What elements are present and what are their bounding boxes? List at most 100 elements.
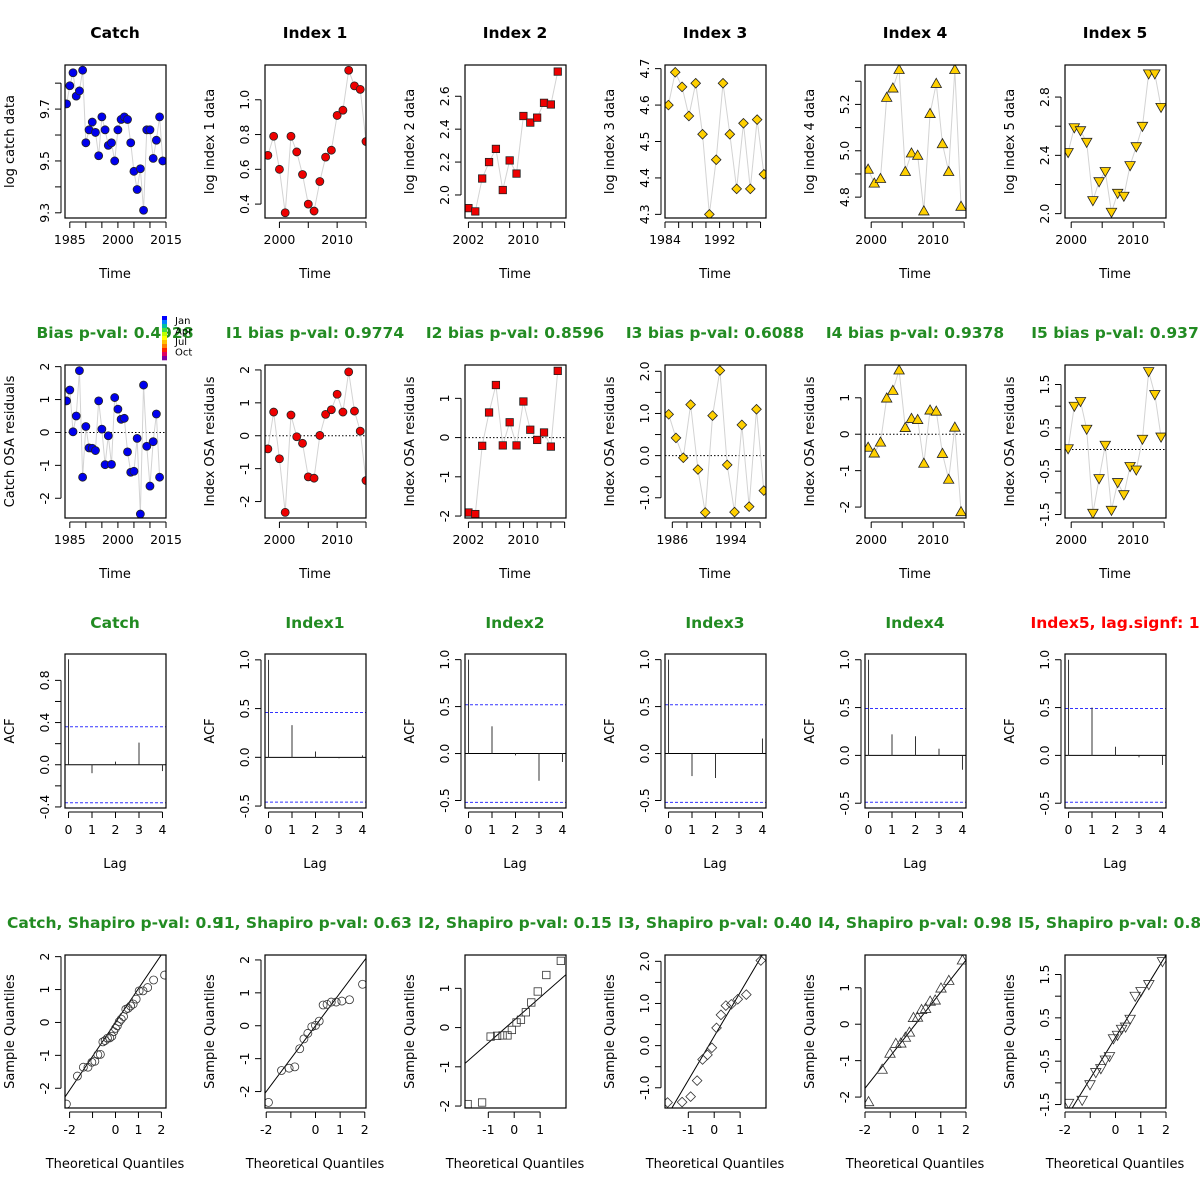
data-point: [1142, 367, 1155, 378]
series-connector-line: [867, 69, 962, 212]
legend-month-label: Jan: [174, 316, 190, 327]
x-axis-label: Theoretical Quantiles: [245, 1157, 385, 1172]
data-point: [107, 138, 116, 148]
data-point: [132, 185, 142, 194]
y-tick-label: 0.5: [1037, 418, 1052, 438]
data-point: [113, 125, 123, 135]
x-tick-label: 2: [361, 1122, 369, 1137]
qq-point: [521, 1008, 530, 1017]
panel-title: I5, Shapiro p-val: 0.84: [1018, 914, 1200, 932]
x-tick-label: -2: [63, 1122, 75, 1137]
data-point: [91, 446, 100, 455]
x-axis-label: Theoretical Quantiles: [1045, 1157, 1185, 1172]
data-point: [355, 426, 365, 436]
qq-point: [1103, 1052, 1116, 1063]
data-point: [91, 128, 100, 137]
data-point: [899, 165, 912, 176]
plot-area: [65, 659, 166, 804]
plot-area: [265, 367, 366, 517]
data-point: [100, 125, 110, 135]
data-point: [669, 66, 681, 78]
qq-point: [516, 1015, 526, 1024]
data-point: [135, 509, 145, 518]
y-tick-label: 0.5: [437, 697, 452, 717]
y-tick-label: 1.0: [837, 650, 852, 670]
x-tick-label: 3: [535, 822, 543, 837]
plot-frame: [464, 364, 567, 519]
x-tick-label: 4: [1159, 822, 1167, 837]
data-point: [955, 505, 966, 517]
y-tick-label: 0: [37, 1018, 52, 1026]
data-point: [758, 485, 766, 496]
data-point: [512, 441, 521, 450]
qq-point: [542, 970, 551, 980]
panel-acf-1: Index1 0 1 2 3 4 Lag -0.5 0.0 0.5 1.0 ACF: [203, 614, 367, 872]
data-point: [553, 67, 562, 76]
legend-color-swatch: [162, 344, 167, 349]
x-tick-label: 4: [159, 822, 167, 837]
data-point: [744, 183, 756, 195]
data-point: [1080, 424, 1093, 436]
data-point: [119, 413, 129, 423]
data-point: [498, 185, 507, 195]
y-axis-label: log index 3 data: [603, 89, 618, 194]
series-connector-line: [267, 70, 366, 213]
legend-color-swatch: [162, 316, 167, 321]
data-point: [471, 207, 480, 216]
qq-point: [956, 955, 966, 965]
qq-point: [1076, 1095, 1089, 1107]
qq-point: [865, 1095, 875, 1107]
qq-point: [503, 1031, 512, 1040]
x-tick-label: 1: [736, 1122, 744, 1137]
data-point: [321, 152, 330, 162]
data-point: [326, 405, 336, 415]
y-axis-label: Sample Quantiles: [203, 974, 218, 1089]
panel-title: Index3: [685, 614, 744, 632]
data-point: [505, 418, 514, 427]
x-tick-label: 1: [88, 822, 96, 837]
panel-data-1: Index 1 2000 2010 Time 0.4 0.6 0.8 1.0 log index…: [203, 24, 367, 282]
data-point: [75, 86, 84, 96]
data-point: [738, 117, 749, 129]
x-tick-label: 2010: [507, 232, 539, 247]
y-axis-label: Sample Quantiles: [3, 974, 18, 1089]
plot-frame: [1064, 64, 1167, 219]
data-point: [286, 410, 296, 420]
data-point: [309, 206, 319, 216]
panel-acf-0: Catch 0 1 2 3 4 Lag -0.4 0.0 0.4 0.8 ACF: [3, 614, 167, 872]
x-tick-label: 2: [112, 822, 120, 837]
qq-point: [131, 994, 141, 1004]
y-axis-label: ACF: [1003, 718, 1018, 743]
data-point: [155, 112, 164, 122]
data-point: [1068, 401, 1081, 413]
qq-point: [715, 1009, 727, 1021]
data-point: [1130, 142, 1143, 153]
x-tick-label: -1: [682, 1122, 694, 1137]
data-point: [65, 396, 72, 406]
y-axis-label: log index 5 data: [1003, 89, 1018, 194]
data-point: [868, 447, 881, 458]
y-tick-label: 0.8: [37, 670, 52, 690]
y-tick-label: -1: [837, 464, 852, 476]
qq-point: [498, 1031, 507, 1040]
y-tick-label: 0.6: [237, 159, 252, 179]
data-point: [1130, 465, 1143, 476]
y-tick-label: -2: [437, 510, 452, 522]
y-tick-label: -1: [237, 1052, 252, 1064]
data-point: [139, 205, 148, 215]
data-point: [68, 427, 78, 437]
y-tick-label: -2: [37, 492, 52, 504]
qq-point: [493, 1031, 502, 1040]
panel-title: Index4: [885, 614, 944, 632]
data-point: [758, 168, 766, 180]
data-point: [736, 419, 748, 431]
data-point: [539, 428, 549, 437]
data-point: [526, 118, 535, 127]
data-point: [905, 147, 918, 158]
x-axis-label: Theoretical Quantiles: [645, 1157, 785, 1172]
plot-frame: [664, 364, 767, 519]
y-tick-label: 0.0: [837, 745, 852, 765]
x-tick-label: 2002: [453, 232, 485, 247]
y-tick-label: 1: [837, 394, 852, 402]
